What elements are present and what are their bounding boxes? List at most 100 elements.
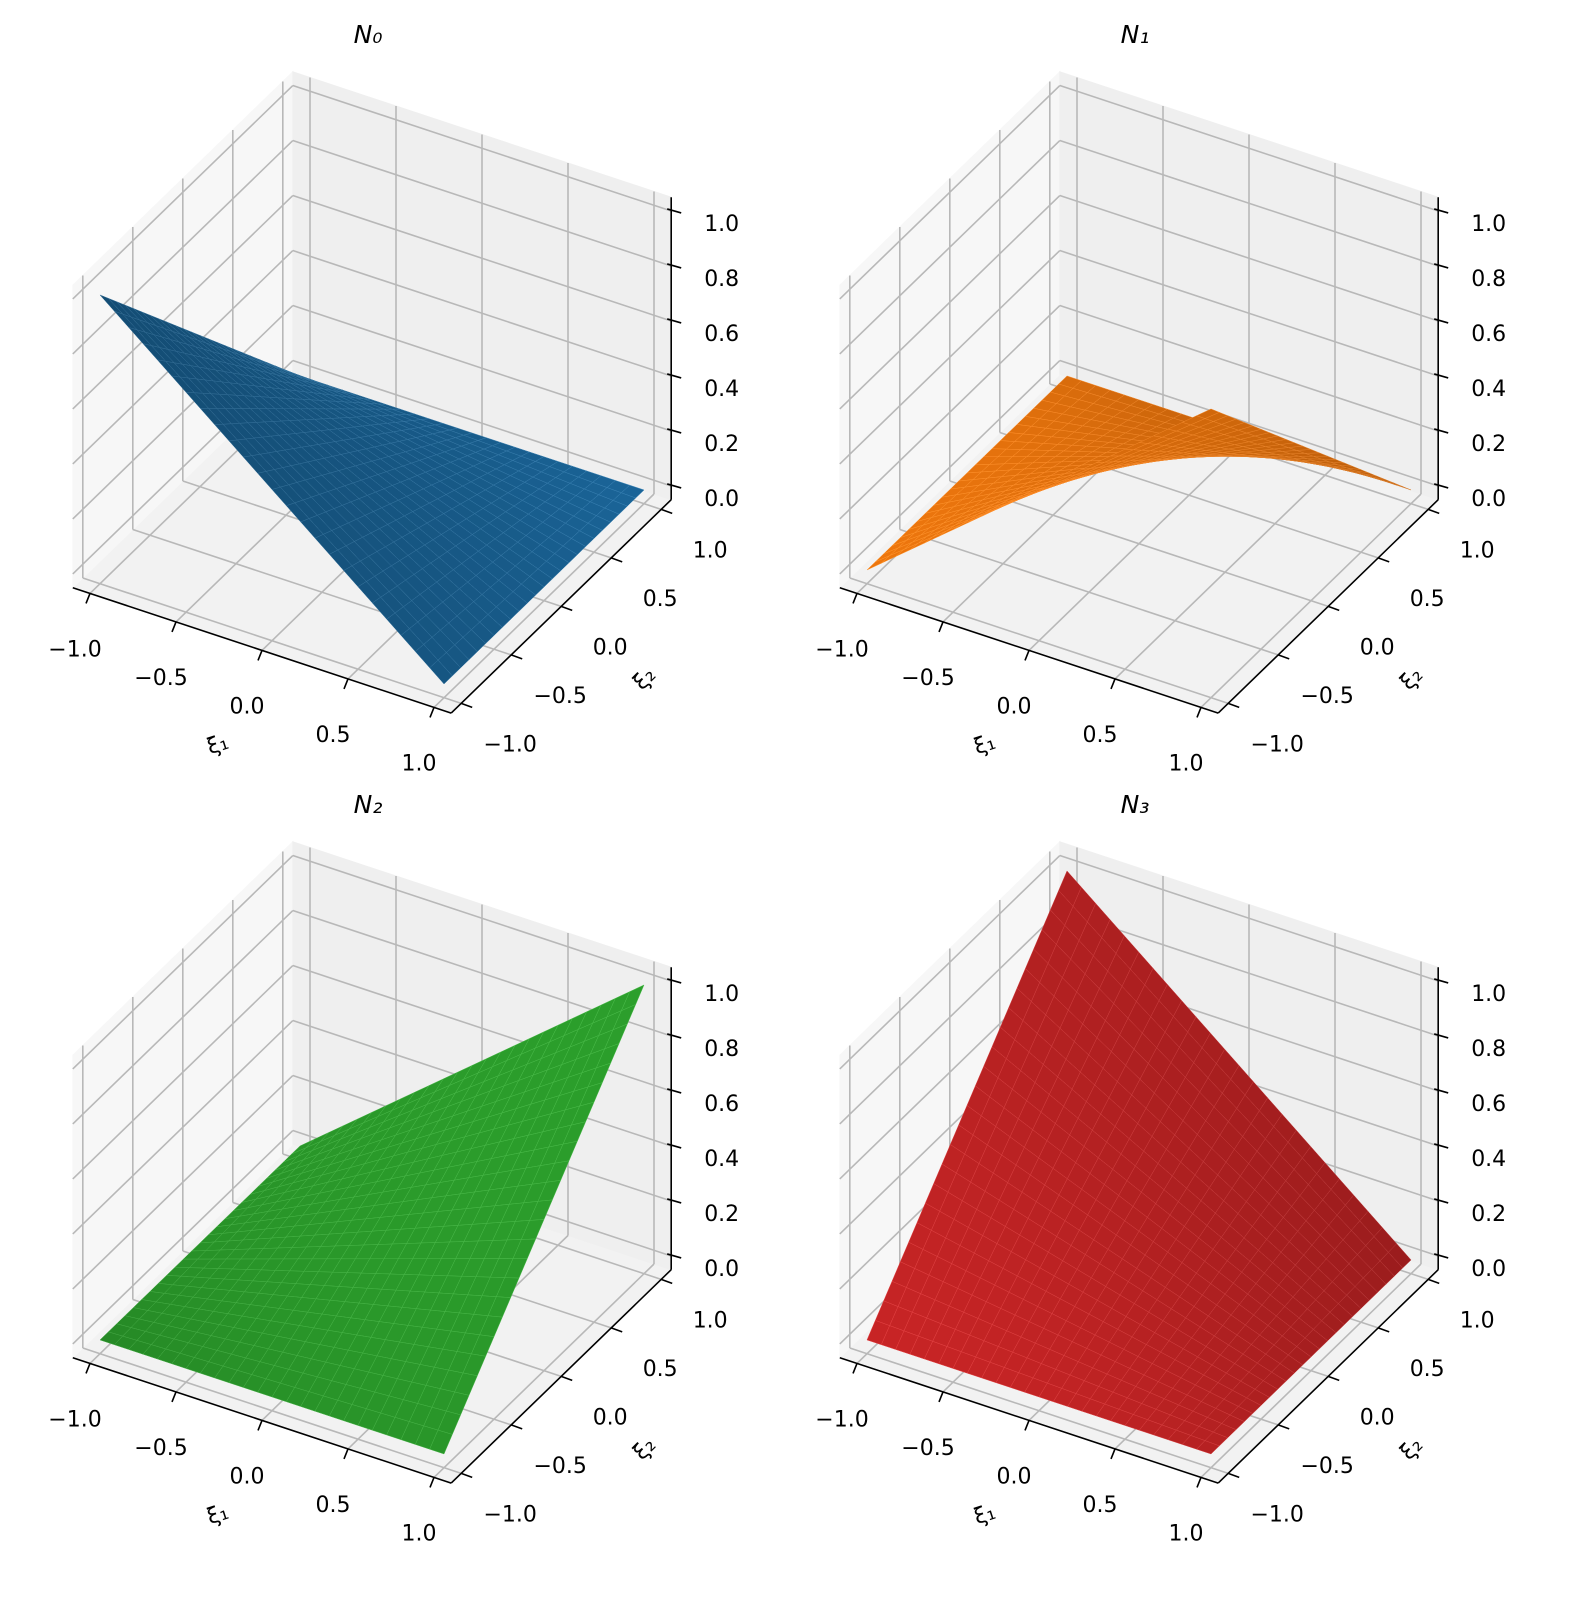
y-tick-label: 1.0 <box>693 1308 728 1333</box>
grid-line <box>839 139 1061 355</box>
y-axis <box>1217 499 1439 714</box>
tick-mark <box>85 1363 91 1374</box>
tick-mark <box>510 1424 523 1430</box>
y-tick-label: 0.0 <box>1360 1405 1395 1430</box>
grid-line <box>72 854 294 1070</box>
grid-line <box>839 249 1061 465</box>
y-axis-label: ξ₂ <box>1396 663 1429 696</box>
z-tick-label: 0.8 <box>704 267 739 292</box>
tick-mark <box>1277 1424 1290 1430</box>
z-tick-label: 0.2 <box>1471 1202 1506 1227</box>
tick-mark <box>429 1477 435 1488</box>
tick-mark <box>666 318 682 324</box>
grid-line <box>82 577 462 705</box>
x-tick-label: 1.0 <box>1169 1521 1204 1546</box>
x-axis-label: ξ₁ <box>204 730 232 760</box>
y-tick-label: 0.5 <box>643 587 678 612</box>
tick-mark <box>560 1375 573 1382</box>
tick-mark <box>171 1391 177 1403</box>
grid-line <box>292 139 672 267</box>
tick-mark <box>852 1363 858 1374</box>
surface-patch <box>429 1429 453 1455</box>
tick-mark <box>666 1253 682 1259</box>
z-tick-label: 0.8 <box>1471 1037 1506 1062</box>
tick-mark <box>1024 1420 1030 1431</box>
x-axis-label: ξ₁ <box>971 1500 999 1530</box>
x-axis <box>72 586 452 714</box>
subplot-title: N₃ <box>1121 790 1150 819</box>
grid-line <box>839 909 1061 1125</box>
tick-mark <box>343 678 349 690</box>
grid-line <box>839 194 1061 410</box>
z-tick-label: 0.0 <box>1471 1257 1506 1282</box>
z-tick-label: 0.2 <box>704 432 739 457</box>
x-tick-label: −1.0 <box>48 637 101 662</box>
z-tick-label: 0.4 <box>704 1147 739 1172</box>
grid-line <box>849 577 1229 705</box>
tick-mark <box>257 1420 263 1431</box>
subplot-title: N₂ <box>354 790 383 819</box>
tick-mark <box>1433 1033 1449 1039</box>
grid-line <box>1059 854 1439 982</box>
tick-mark <box>666 1033 682 1039</box>
x-tick-label: 1.0 <box>1169 751 1204 776</box>
grid-line <box>292 84 672 212</box>
y-tick-label: −0.5 <box>1300 684 1353 709</box>
tick-mark <box>1277 654 1290 660</box>
x-tick-label: −1.0 <box>48 1407 101 1432</box>
z-tick-label: 0.8 <box>704 1037 739 1062</box>
surface-patch <box>1196 1440 1220 1455</box>
tick-mark <box>666 428 682 434</box>
grid-line <box>292 964 672 1092</box>
y-tick-label: 0.0 <box>593 1405 628 1430</box>
surface-patch <box>1196 408 1220 419</box>
y-tick-label: −1.0 <box>483 732 536 757</box>
tick-mark <box>1227 1472 1240 1479</box>
tick-mark <box>1196 1477 1202 1488</box>
tick-mark <box>1433 318 1449 324</box>
grid-line <box>1059 359 1439 487</box>
x-tick-label: 0.0 <box>997 1464 1032 1489</box>
tick-mark <box>610 1327 623 1333</box>
tick-mark <box>1433 1088 1449 1094</box>
surface-patch <box>99 294 123 315</box>
z-tick-label: 0.4 <box>1471 1147 1506 1172</box>
z-tick-label: 0.0 <box>704 1257 739 1282</box>
tick-mark <box>257 650 263 661</box>
grid-line <box>72 304 294 520</box>
grid-line <box>292 249 672 377</box>
y-axis-label: ξ₂ <box>629 663 662 696</box>
x-tick-label: 0.0 <box>997 694 1032 719</box>
tick-mark <box>1433 1253 1449 1259</box>
tick-mark <box>560 605 573 612</box>
grid-line <box>839 359 1061 575</box>
x-tick-label: 0.5 <box>1083 1493 1118 1518</box>
y-tick-label: 0.0 <box>593 635 628 660</box>
tick-mark <box>510 654 523 660</box>
y-tick-label: 0.0 <box>1360 635 1395 660</box>
grid-line <box>292 359 672 487</box>
tick-mark <box>1024 650 1030 661</box>
tick-mark <box>938 1391 944 1403</box>
grid-line <box>72 909 294 1125</box>
grid-line <box>72 1129 294 1345</box>
tick-mark <box>666 208 682 214</box>
tick-mark <box>666 1198 682 1204</box>
z-tick-label: 0.6 <box>704 322 739 347</box>
tick-mark <box>1227 702 1240 709</box>
tick-mark <box>938 621 944 633</box>
grid-line <box>1059 304 1439 432</box>
grid-line <box>292 854 672 982</box>
subplot: N₀ −1.0 −0.5 0.0 0.5 1.0 −1.0 −0.5 0.0 0.5 1.0 0.0 0… <box>48 20 739 776</box>
y-tick-label: −1.0 <box>483 1502 536 1527</box>
tick-mark <box>1110 678 1116 690</box>
tick-mark <box>1196 707 1202 718</box>
y-tick-label: 0.5 <box>1410 1357 1445 1382</box>
subplot: N₁ −1.0 −0.5 0.0 0.5 1.0 −1.0 −0.5 0.0 0.5 1.0 0.0 0… <box>815 20 1506 776</box>
tick-mark <box>610 557 623 563</box>
x-tick-label: 1.0 <box>402 751 437 776</box>
tick-mark <box>660 1278 673 1285</box>
z-tick-label: 0.6 <box>704 1092 739 1117</box>
y-tick-label: −1.0 <box>1250 732 1303 757</box>
